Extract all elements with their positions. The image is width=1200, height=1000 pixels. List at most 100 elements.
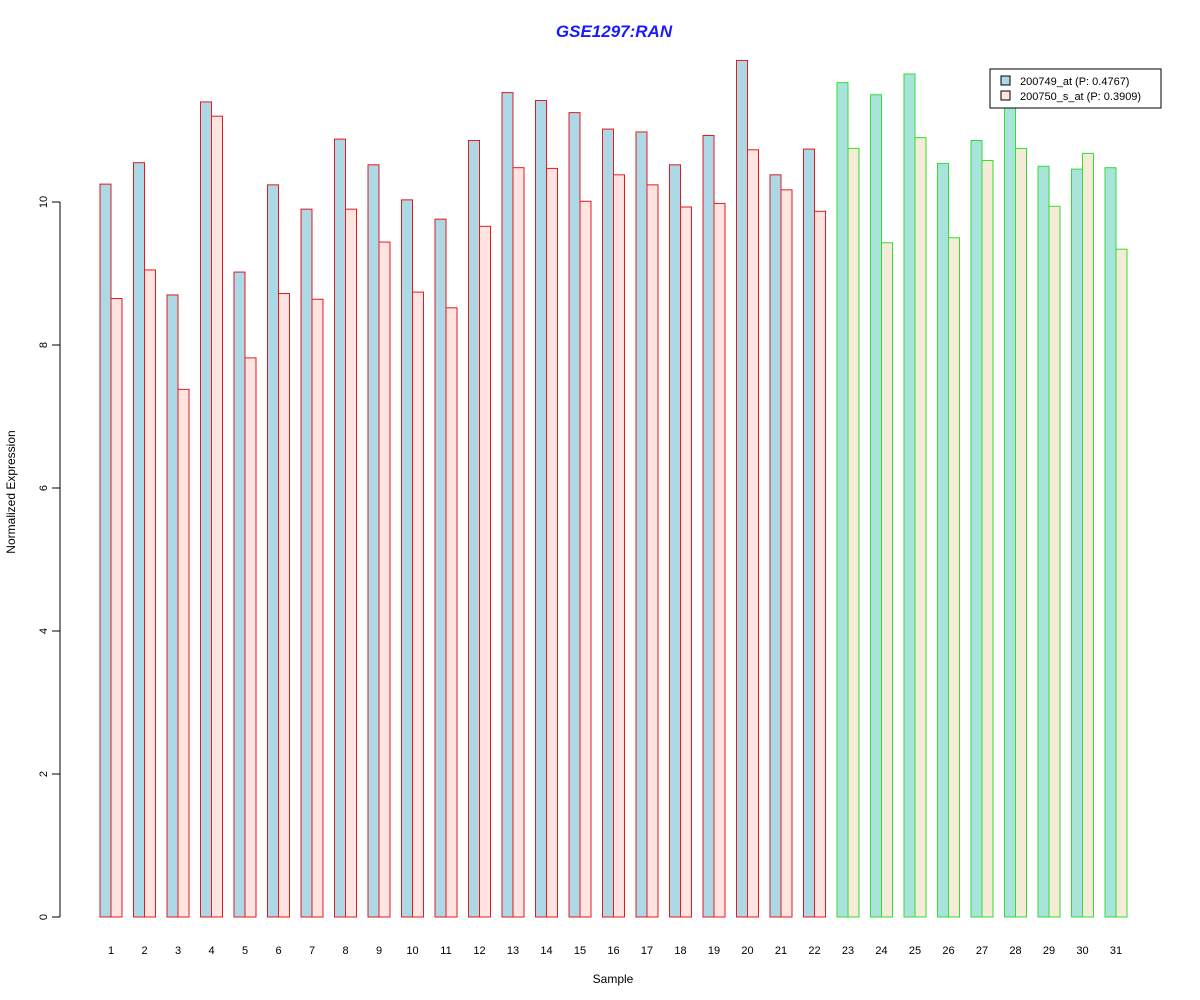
- bar-series-2: [378, 241, 391, 918]
- bar-series-2: [211, 115, 223, 918]
- bar-series-2: [311, 298, 324, 918]
- bar-series-2: [680, 206, 692, 918]
- y-tick-label: 4: [38, 628, 50, 634]
- x-tick-label: 13: [507, 945, 519, 957]
- x-tick-label: 15: [574, 945, 586, 957]
- bar-series-1: [1004, 97, 1016, 918]
- bar-group: [702, 135, 726, 918]
- bar-group: [635, 131, 659, 918]
- bar-series-1: [468, 140, 480, 918]
- bar-series-2: [847, 147, 860, 918]
- bar-series-1: [602, 128, 614, 918]
- y-tick-label: 0: [38, 914, 50, 920]
- bar-series-1: [200, 101, 212, 918]
- x-tick-label: 17: [641, 945, 653, 957]
- bar-group: [836, 82, 860, 918]
- bar-group: [769, 174, 793, 918]
- bar-series-1: [233, 271, 246, 918]
- x-tick-label: 21: [775, 945, 787, 957]
- bar-series-1: [836, 82, 849, 918]
- x-tick-label: 10: [406, 945, 418, 957]
- bar-series-1: [635, 131, 648, 918]
- bar-group: [736, 59, 759, 918]
- bar-group: [367, 164, 391, 918]
- legend-label-series-1: 200749_at (P: 0.4767): [1020, 76, 1129, 88]
- x-tick-label: 20: [741, 945, 753, 957]
- bar-series-1: [501, 92, 514, 918]
- bar-group: [1004, 97, 1027, 918]
- bar-series-1: [803, 148, 815, 918]
- legend-label-series-2: 200750_s_at (P: 0.3909): [1020, 91, 1141, 103]
- x-tick-label: 14: [540, 945, 552, 957]
- bar-group: [434, 218, 458, 918]
- x-tick-labels: 1 2 3 4 5 6 7 8 9 10 11 12 13 14 15 16 17 18 19 20 21 22 23 24 2…: [108, 945, 1122, 957]
- bar-series-2: [613, 174, 625, 918]
- x-axis-label: Sample: [593, 972, 634, 986]
- bar-series-1: [535, 99, 547, 918]
- y-tick-label: 10: [38, 196, 50, 208]
- bar-series-1: [702, 135, 715, 918]
- bar-series-2: [110, 298, 123, 918]
- bar-group: [803, 148, 826, 918]
- x-tick-label: 7: [309, 945, 315, 957]
- bar-group: [300, 208, 324, 918]
- bar-series-2: [579, 200, 592, 918]
- bar-series-2: [1048, 205, 1061, 918]
- bar-series-1: [568, 112, 581, 918]
- bar-group: [401, 199, 424, 918]
- y-axis: 0 2 4 6 8 10: [38, 196, 61, 920]
- x-tick-label: 29: [1043, 945, 1055, 957]
- chart-title: GSE1297:RAN: [556, 22, 673, 41]
- bar-series-2: [881, 242, 893, 918]
- x-tick-label: 6: [275, 945, 281, 957]
- bar-series-2: [177, 388, 190, 918]
- x-tick-label: 11: [440, 945, 451, 957]
- bar-series-2: [546, 167, 558, 918]
- bar-series-1: [736, 59, 748, 918]
- x-tick-label: 30: [1076, 945, 1088, 957]
- bar-group: [568, 112, 592, 918]
- bar-series-2: [144, 269, 156, 918]
- x-tick-label: 3: [175, 945, 181, 957]
- bar-series-2: [1015, 147, 1027, 918]
- x-tick-label: 2: [141, 945, 147, 957]
- x-tick-label: 18: [674, 945, 686, 957]
- bar-group: [870, 94, 893, 918]
- x-tick-label: 19: [708, 945, 720, 957]
- x-tick-label: 26: [942, 945, 954, 957]
- bar-series-2: [713, 202, 726, 918]
- x-tick-label: 28: [1009, 945, 1021, 957]
- x-tick-label: 31: [1110, 945, 1122, 957]
- bar-series-1: [334, 138, 346, 918]
- bar-group: [133, 162, 156, 918]
- bar-series-1: [1037, 165, 1050, 918]
- bar-group: [233, 271, 257, 918]
- bar-series-2: [345, 208, 357, 918]
- x-tick-label: 25: [909, 945, 921, 957]
- bar-group: [970, 140, 994, 918]
- bar-group: [468, 140, 491, 918]
- bar-series-1: [970, 140, 983, 918]
- bar-series-2: [512, 167, 525, 918]
- bar-series-1: [903, 73, 916, 918]
- bar-group: [903, 73, 927, 918]
- bar-series-2: [412, 291, 424, 918]
- legend-box: [989, 68, 1162, 109]
- bar-series-1: [166, 294, 179, 918]
- bar-series-2: [445, 307, 458, 918]
- bar-series-1: [133, 162, 145, 918]
- legend-swatch-series-2: [1000, 90, 1011, 101]
- bar-series-2: [1115, 248, 1128, 918]
- y-tick-label: 2: [38, 771, 50, 777]
- bar-group: [669, 164, 692, 918]
- bar-series-2: [747, 149, 759, 918]
- legend-swatch-series-1: [1000, 75, 1011, 86]
- x-tick-label: 23: [842, 945, 854, 957]
- bar-group: [1037, 165, 1061, 918]
- x-tick-label: 4: [208, 945, 214, 957]
- bar-series-1: [1071, 168, 1083, 918]
- bar-series-1: [937, 162, 949, 918]
- bar-group: [200, 101, 223, 918]
- x-tick-label: 16: [607, 945, 619, 957]
- x-tick-label: 24: [875, 945, 887, 957]
